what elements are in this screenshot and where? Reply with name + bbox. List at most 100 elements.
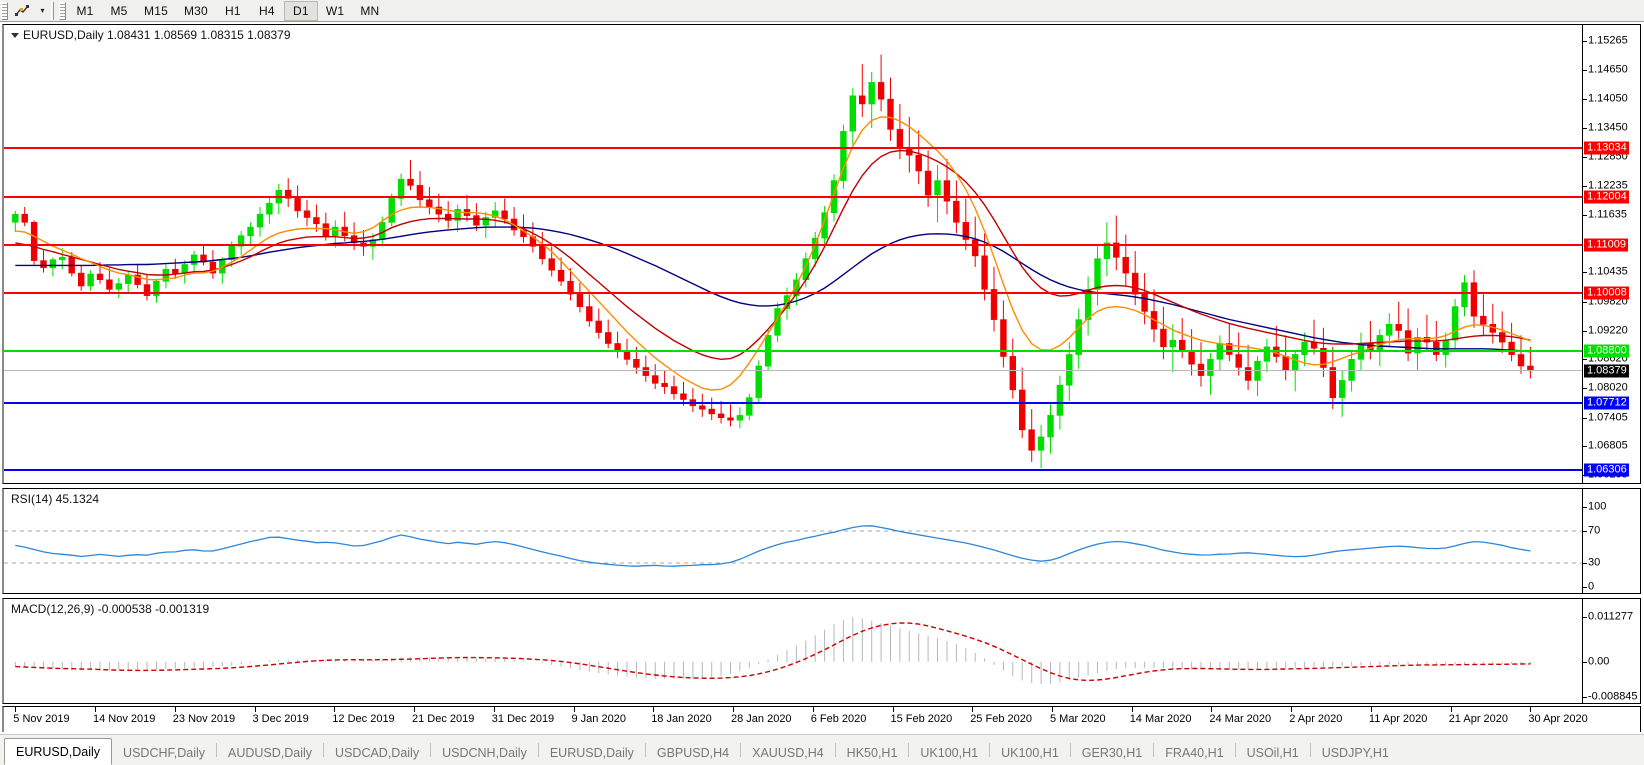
chart-tab-gbpusd-h4[interactable]: GBPUSD,H4 (656, 746, 730, 760)
macd-plot[interactable] (4, 599, 1582, 703)
chart-tab-eurusd-daily[interactable]: EURUSD,Daily (4, 738, 113, 765)
price-axis-label: 1.12235 (1588, 179, 1628, 192)
chart-tab-usdjpy-h1[interactable]: USDJPY,H1 (1321, 746, 1389, 760)
date-axis-tick (334, 707, 336, 712)
price-plot[interactable] (4, 25, 1582, 483)
price-axis-label: 1.15265 (1588, 34, 1628, 47)
rsi-axis-tick (1583, 507, 1587, 508)
collapse-triangle-icon[interactable] (11, 33, 19, 38)
rsi-axis-label: 30 (1588, 556, 1601, 569)
date-axis-tick (1052, 707, 1053, 712)
price-level-line-resistance[interactable] (4, 243, 1582, 246)
date-axis-label: 15 Feb 2020 (890, 713, 953, 725)
price-axis-label: 1.08020 (1588, 381, 1628, 394)
price-level-line-support[interactable] (4, 401, 1582, 404)
timeframe-button-m15[interactable]: M15 (144, 3, 168, 18)
date-axis-label: 14 Mar 2020 (1129, 713, 1192, 725)
chart-type-dropdown-caret[interactable]: ▾ (40, 6, 45, 15)
price-axis[interactable]: 1.15265 1.14650 1.14050 1.13450 1.12850 1.122… (1582, 25, 1640, 483)
price-axis-tick (1583, 446, 1587, 448)
date-axis-tick (174, 707, 176, 712)
chart-tab-uk100-h1[interactable]: UK100,H1 (1001, 746, 1059, 760)
price-axis-tick (1583, 186, 1587, 188)
toolbar-drag-handle[interactable] (1, 1, 8, 20)
date-axis-label: 12 Dec 2019 (332, 713, 395, 725)
price-level-tag-support[interactable]: 1.07712 (1584, 396, 1629, 410)
timeframe-button-d1[interactable]: D1 (283, 0, 318, 21)
price-level-tag-resistance[interactable]: 1.13034 (1584, 141, 1629, 155)
date-axis-label: 5 Mar 2020 (1050, 713, 1106, 725)
timeframe-button-h4[interactable]: H4 (259, 3, 275, 18)
price-level-tag-current-price[interactable]: 1.08379 (1584, 364, 1629, 378)
chart-tab-usdcnh-daily[interactable]: USDCNH,Daily (442, 746, 527, 760)
price-axis-label: 1.11635 (1588, 208, 1627, 221)
date-axis-tick (733, 707, 734, 712)
date-axis-tick (15, 707, 17, 712)
price-level-line-support[interactable] (4, 469, 1582, 472)
price-level-line-pivot[interactable] (4, 349, 1582, 352)
chart-tab-hk50-h1[interactable]: HK50,H1 (846, 746, 898, 760)
timeframe-button-m5[interactable]: M5 (110, 3, 128, 18)
chart-tab-usoil-h1[interactable]: USOil,H1 (1246, 746, 1299, 760)
rsi-axis-label: 100 (1588, 500, 1607, 513)
price-axis-tick (1583, 388, 1587, 390)
price-level-tag-resistance[interactable]: 1.11009 (1584, 238, 1628, 252)
price-level-tag-support[interactable]: 1.06306 (1584, 463, 1629, 477)
price-axis-label: 1.08620 (1588, 352, 1628, 365)
chart-tab-usdcad-daily[interactable]: USDCAD,Daily (335, 746, 420, 760)
macd-axis-label: -0.008845 (1588, 690, 1638, 703)
price-axis-label: 1.09220 (1588, 324, 1628, 337)
rsi-plot[interactable] (4, 489, 1582, 593)
chart-tab-fra40-h1[interactable]: FRA40,H1 (1165, 746, 1224, 760)
rsi-pane[interactable]: 100 70 30 0 RSI(14) 45.1324 (2, 488, 1641, 594)
tab-divider (989, 743, 991, 757)
chart-tab-xauusd-h4[interactable]: XAUUSD,H4 (752, 746, 824, 760)
price-axis-label: 1.06805 (1588, 439, 1628, 452)
price-axis-tick (1583, 70, 1587, 72)
macd-axis[interactable]: 0.011277 0.00 -0.008845 (1582, 599, 1640, 703)
date-axis-tick (573, 707, 575, 712)
macd-pane[interactable]: 0.011277 0.00 -0.008845 MACD(12,26,9) -0.0… (2, 598, 1641, 704)
price-level-line-resistance[interactable] (4, 291, 1582, 294)
price-level-line-resistance[interactable] (4, 196, 1582, 199)
price-level-tag-pivot[interactable]: 1.08800 (1584, 344, 1629, 358)
price-axis-tick (1583, 301, 1587, 303)
chart-tab-ger30-h1[interactable]: GER30,H1 (1081, 746, 1143, 760)
date-axis-label: 23 Nov 2019 (172, 713, 236, 725)
date-axis-tick (653, 707, 655, 712)
macd-axis-tick (1583, 697, 1587, 698)
date-axis-tick (1370, 707, 1372, 712)
timeframe-button-m30[interactable]: M30 (183, 3, 208, 18)
price-axis-label: 1.10435 (1588, 265, 1628, 278)
date-axis-label: 31 Dec 2019 (491, 713, 555, 725)
date-axis-label: 14 Nov 2019 (93, 713, 156, 725)
date-axis[interactable]: 5 Nov 2019 14 Nov 2019 23 Nov 2019 3 Dec 20… (2, 706, 1641, 732)
timeframe-button-mn[interactable]: MN (360, 3, 380, 18)
price-level-line-resistance[interactable] (4, 146, 1582, 149)
chart-tab-audusd-daily[interactable]: AUDUSD,Daily (228, 746, 313, 760)
chart-tab-uk100-h1[interactable]: UK100,H1 (920, 746, 979, 760)
chart-type-icon[interactable] (10, 1, 36, 21)
chart-area: 1.15265 1.14650 1.14050 1.13450 1.12850 1.122… (0, 22, 1644, 734)
price-pane[interactable]: 1.15265 1.14650 1.14050 1.13450 1.12850 1.122… (2, 24, 1641, 484)
price-level-line-current-price[interactable] (4, 369, 1582, 371)
date-axis-label: 21 Apr 2020 (1448, 713, 1509, 725)
date-axis-tick (414, 707, 415, 712)
chart-tab-eurusd-daily[interactable]: EURUSD,Daily (549, 746, 634, 760)
timeframe-button-m1[interactable]: M1 (76, 3, 94, 18)
macd-axis-tick (1583, 661, 1587, 663)
price-level-tag-resistance[interactable]: 1.12004 (1584, 190, 1629, 204)
date-axis-label: 11 Apr 2020 (1368, 713, 1428, 725)
price-level-tag-resistance[interactable]: 1.10008 (1584, 286, 1629, 300)
price-axis-label: 1.12850 (1588, 150, 1628, 163)
timeframe-button-w1[interactable]: W1 (325, 3, 345, 18)
rsi-axis[interactable]: 100 70 30 0 (1582, 489, 1640, 593)
timeframe-drag-handle[interactable] (59, 1, 66, 20)
rsi-axis-tick (1583, 563, 1587, 564)
price-axis-tick (1583, 417, 1587, 419)
chart-tab-usdchf-daily[interactable]: USDCHF,Daily (123, 746, 205, 760)
date-axis-label: 25 Feb 2020 (970, 713, 1032, 725)
timeframe-button-h1[interactable]: H1 (225, 3, 241, 18)
date-axis-tick (892, 707, 894, 712)
